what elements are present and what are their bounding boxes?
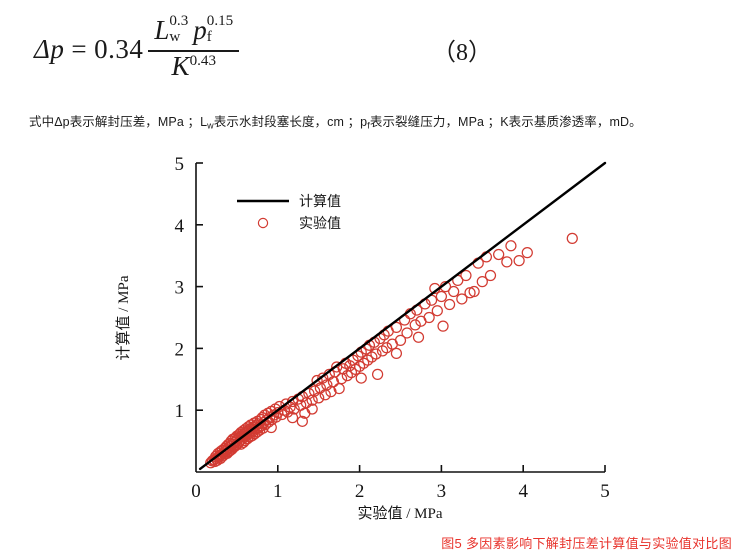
scatter-point — [484, 269, 497, 282]
y-tick-label-5: 5 — [175, 154, 185, 175]
scatter-point — [390, 347, 403, 359]
scatter-point — [493, 248, 505, 261]
equation-formula: Δp = 0.34 L 0.3 w p 0.15 f K0.43 — [34, 13, 241, 81]
scatter-point — [521, 246, 533, 259]
numerator-var-1: L — [154, 15, 170, 46]
x-tick-label-3: 3 — [437, 481, 447, 502]
x-tick-label-0: 0 — [191, 481, 201, 502]
chart-legend: 计算值 实验值 — [237, 194, 341, 232]
numerator-script-1: 0.3 w — [169, 13, 189, 46]
scatter-point — [501, 256, 513, 268]
numerator-sub-1: w — [169, 29, 181, 46]
scatter-point — [288, 403, 300, 415]
scatter-point — [443, 298, 456, 311]
equation-lhs: Δp — [34, 33, 65, 64]
scatter-point — [303, 387, 315, 400]
legend-circle-swatch — [257, 217, 269, 229]
nomenclature-seg-2: 表示水封段塞长度，cm ；p — [213, 115, 368, 129]
nomenclature-line: 式中Δp表示解封压差，MPa ；Lw表示水封段塞长度，cm ；pf表示裂缝压力，… — [29, 111, 729, 131]
nomenclature-seg-3: 表示裂缝压力，MPa ；K表示基质渗透率，mD。 — [369, 115, 642, 129]
x-tick-label-5: 5 — [600, 481, 610, 502]
nomenclature-sub-2: f — [367, 120, 370, 131]
y-tick-label-4: 4 — [175, 216, 185, 237]
scatter-point — [460, 269, 472, 282]
scatter-point — [319, 389, 331, 401]
scatter-point — [431, 305, 443, 317]
scatter-point — [513, 255, 525, 267]
numerator-var-2: p — [193, 15, 207, 46]
denominator-exp: 0.43 — [189, 52, 217, 69]
y-axis-ticks — [196, 162, 203, 412]
scatter-point — [286, 411, 299, 424]
scatter-point — [401, 327, 413, 339]
equation-block: Δp = 0.34 L 0.3 w p 0.15 f K0.43 （8） — [0, 0, 744, 100]
equation-coefficient: 0.34 — [94, 33, 144, 64]
nomenclature-seg-1: 式中Δp表示解封压差，MPa ；L — [29, 115, 208, 129]
scatter-point — [380, 342, 393, 354]
scatter-point — [355, 372, 367, 384]
scatter-point — [448, 285, 460, 298]
scatter-point — [371, 368, 384, 380]
scatter-point — [468, 285, 480, 298]
scatter-point — [476, 276, 488, 288]
axes-group — [195, 163, 605, 473]
x-axis-tick-labels: 0 1 2 3 4 5 — [191, 481, 610, 502]
equation-numerator: L 0.3 w p 0.15 f — [148, 13, 239, 50]
scatter-point — [423, 311, 435, 324]
numerator-sub-2: f — [206, 29, 212, 46]
y-axis-tick-labels: 1 2 3 4 5 — [175, 154, 185, 422]
scatter-point — [437, 320, 449, 332]
y-tick-label-1: 1 — [175, 401, 185, 422]
equation-equals: = — [71, 33, 88, 64]
numerator-exp-1: 0.3 — [169, 13, 189, 30]
nomenclature-sub-1: w — [207, 120, 214, 131]
y-tick-label-3: 3 — [175, 278, 185, 299]
equation-denominator: K0.43 — [166, 52, 222, 80]
chart-svg: 0 1 2 3 4 5 1 2 3 4 5 计算值 实验值 实验值 / MPa 计算值 / MPa — [114, 154, 610, 522]
x-tick-label-4: 4 — [518, 481, 528, 502]
y-axis-title: 计算值 / MPa — [114, 275, 132, 360]
scatter-point — [566, 232, 578, 245]
scatter-points-group — [205, 232, 578, 469]
scatter-point — [311, 374, 323, 387]
scatter-point — [265, 421, 277, 434]
equation-number: （8） — [432, 40, 492, 66]
y-tick-label-2: 2 — [175, 339, 185, 360]
fraction-bar — [148, 49, 240, 52]
denominator-var: K — [171, 50, 190, 81]
scatter-point — [390, 321, 403, 334]
scatter-point — [306, 403, 318, 415]
calculated-value-line — [198, 161, 607, 471]
scatter-point — [370, 348, 382, 360]
scatter-point — [296, 415, 308, 427]
scatter-point — [409, 319, 421, 331]
scatter-point — [412, 331, 425, 343]
scatter-point — [456, 293, 468, 305]
scatter-point — [394, 334, 407, 346]
scatter-point — [435, 290, 448, 303]
x-tick-label-1: 1 — [273, 481, 283, 502]
equation-fraction: L 0.3 w p 0.15 f K0.43 — [148, 13, 240, 80]
legend-label-experimental: 实验值 — [299, 216, 341, 232]
numerator-exp-2: 0.15 — [206, 13, 234, 30]
figure-caption: 图5 多因素影响下解封压差计算值与实验值对比图 — [441, 536, 732, 551]
legend-label-calculated: 计算值 — [299, 194, 341, 210]
x-axis-ticks — [276, 465, 606, 472]
x-axis-title: 实验值 / MPa — [357, 505, 442, 522]
numerator-script-2: 0.15 f — [206, 13, 234, 46]
scatter-point — [505, 240, 517, 252]
x-tick-label-2: 2 — [355, 481, 365, 502]
scatter-chart-figure: 0 1 2 3 4 5 1 2 3 4 5 计算值 实验值 实验值 / MPa 计算值 / MPa — [0, 140, 744, 525]
